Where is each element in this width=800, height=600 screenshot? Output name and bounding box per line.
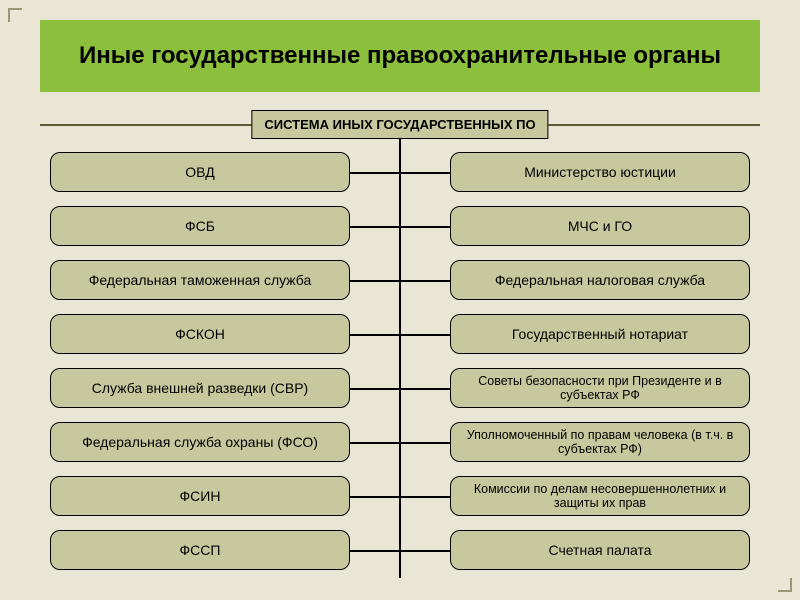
org-root-label: СИСТЕМА ИНЫХ ГОСУДАРСТВЕННЫХ ПО (264, 117, 535, 132)
title-banner: Иные государственные правоохранительные … (40, 20, 760, 92)
org-node-left: Служба внешней разведки (СВР) (50, 368, 350, 408)
corner-mark-tl (8, 8, 22, 22)
org-node-label: Государственный нотариат (512, 326, 688, 342)
org-rows: ОВД Министерство юстиции ФСБ МЧС и ГО Федера… (50, 152, 750, 584)
org-branch-line (350, 226, 450, 228)
org-branch-line (350, 280, 450, 282)
org-node-label: ФСБ (185, 218, 215, 234)
org-row: Служба внешней разведки (СВР) Советы безо… (50, 368, 750, 416)
org-node-right: Федеральная налоговая служба (450, 260, 750, 300)
org-branch-line (350, 388, 450, 390)
org-node-label: Комиссии по делам несовершеннолетних и з… (457, 482, 743, 511)
org-row: Федеральная таможенная служба Федеральная… (50, 260, 750, 308)
org-branch-line (350, 334, 450, 336)
org-node-label: Уполномоченный по правам человека (в т.ч… (457, 428, 743, 457)
org-node-label: Федеральная служба охраны (ФСО) (82, 434, 318, 450)
org-node-label: ФССП (180, 542, 221, 558)
org-node-right: Комиссии по делам несовершеннолетних и з… (450, 476, 750, 516)
org-node-label: Счетная палата (548, 542, 651, 558)
org-node-label: Советы безопасности при Президенте и в с… (457, 374, 743, 403)
org-branch-line (350, 172, 450, 174)
org-node-label: ФСКОН (175, 326, 225, 342)
org-node-label: ОВД (185, 164, 214, 180)
org-node-left: Федеральная таможенная служба (50, 260, 350, 300)
org-node-label: МЧС и ГО (568, 218, 632, 234)
org-node-left: ФСБ (50, 206, 350, 246)
org-node-right: Счетная палата (450, 530, 750, 570)
org-row: ФСКОН Государственный нотариат (50, 314, 750, 362)
org-node-label: Федеральная таможенная служба (89, 272, 312, 288)
org-node-label: Федеральная налоговая служба (495, 272, 705, 288)
org-branch-line (350, 442, 450, 444)
org-node-left: ОВД (50, 152, 350, 192)
org-node-left: ФССП (50, 530, 350, 570)
org-branch-line (350, 496, 450, 498)
org-node-right: МЧС и ГО (450, 206, 750, 246)
org-node-right: Уполномоченный по правам человека (в т.ч… (450, 422, 750, 462)
org-row: ФСБ МЧС и ГО (50, 206, 750, 254)
page-title: Иные государственные правоохранительные … (79, 42, 721, 70)
org-node-right: Советы безопасности при Президенте и в с… (450, 368, 750, 408)
org-node-left: Федеральная служба охраны (ФСО) (50, 422, 350, 462)
org-node-left: ФСКОН (50, 314, 350, 354)
org-node-label: Министерство юстиции (524, 164, 676, 180)
corner-mark-br (778, 578, 792, 592)
org-node-label: ФСИН (180, 488, 221, 504)
org-row: Федеральная служба охраны (ФСО) Уполномоч… (50, 422, 750, 470)
org-node-left: ФСИН (50, 476, 350, 516)
org-root-node: СИСТЕМА ИНЫХ ГОСУДАРСТВЕННЫХ ПО (251, 110, 548, 139)
org-node-right: Министерство юстиции (450, 152, 750, 192)
org-row: ФСИН Комиссии по делам несовершеннолетних… (50, 476, 750, 524)
org-row: ОВД Министерство юстиции (50, 152, 750, 200)
org-row: ФССП Счетная палата (50, 530, 750, 578)
org-node-right: Государственный нотариат (450, 314, 750, 354)
org-node-label: Служба внешней разведки (СВР) (92, 380, 308, 396)
org-branch-line (350, 550, 450, 552)
